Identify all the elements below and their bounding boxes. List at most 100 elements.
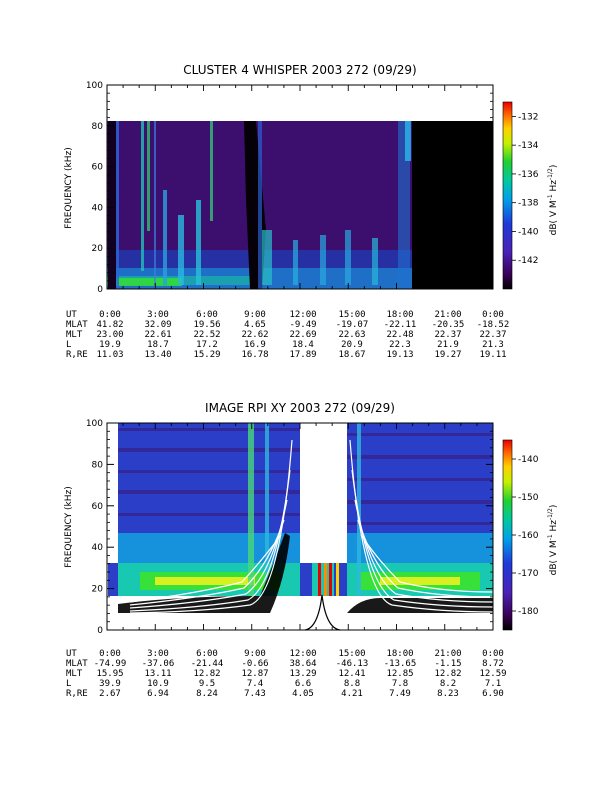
panel1-ephemeris-cell: 22.37 [434, 330, 461, 340]
panel1-ephemeris-cell: 22.3 [389, 340, 411, 350]
panel1-y-tick-label: 20 [92, 244, 104, 254]
panel2-ephemeris-cell: 12.82 [193, 669, 220, 679]
panel1-ephemeris-row-label: MLAT [66, 320, 88, 330]
panel2-ephemeris-cell: -0.66 [241, 659, 268, 669]
panel2-ephemeris-row-label: R,RE [66, 689, 88, 699]
panel2-colorbar-tick-label: -180 [518, 607, 539, 617]
panel2-ylabel: FREQUENCY (kHz) [64, 486, 74, 567]
panel1-x-ticks [106, 85, 494, 289]
panel1-ephemeris-cell: 22.62 [241, 330, 268, 340]
panel2-ephemeris-cell: 13.29 [289, 669, 316, 679]
panel2-ephemeris-cell: 4.05 [292, 689, 314, 699]
panel1-ephemeris-cell: 18.67 [338, 350, 365, 360]
panel2-colorbar-label: dB( V M-1 Hz-1/2) [547, 505, 559, 576]
panel1-ephemeris-cell: 18.7 [147, 340, 169, 350]
panel1-colorbar-tick-label: -142 [518, 256, 538, 266]
panel1-ephemeris-cell: -9.49 [289, 320, 316, 330]
panel2-ephemeris-row-label: MLT [66, 669, 83, 679]
panel1-ephemeris-cell: 15:00 [338, 310, 365, 320]
panel2-y-tick-label: 0 [97, 626, 103, 636]
panel2-y-tick-label: 40 [92, 543, 104, 553]
panel2-ephemeris-cell: -74.99 [94, 659, 127, 669]
panel2-y-tick-label: 100 [86, 419, 103, 429]
panel1-ephemeris-cell: 22.63 [338, 330, 365, 340]
panel1-colorbar-tick-label: -132 [518, 112, 538, 122]
panel2-ephemeris-cell: 7.8 [392, 679, 408, 689]
panel2-ephemeris-cell: 0:00 [99, 649, 121, 659]
panel1-ephemeris-cell: 11.03 [96, 350, 123, 360]
panel2-ephemeris-cell: 8.23 [437, 689, 459, 699]
panel2-ephemeris-cell: -37.06 [142, 659, 175, 669]
panel2-ephemeris-cell: 3:00 [147, 649, 169, 659]
panel1-ephemeris-cell: 16.9 [244, 340, 266, 350]
panel2-colorbar-ticks: -140 -150 -160 -170 -180 [512, 455, 539, 617]
panel1-ephemeris-cell: 17.89 [289, 350, 316, 360]
panel1-ephemeris-cell: 20.9 [341, 340, 363, 350]
panel2-ephemeris-cell: 15.95 [96, 669, 123, 679]
panel1-ephemeris-cell: 0:00 [482, 310, 504, 320]
panel1-ephemeris-cell: 19.27 [434, 350, 461, 360]
panel1-title: CLUSTER 4 WHISPER 2003 272 (09/29) [183, 63, 416, 77]
panel2-colorbar-tick-label: -140 [518, 455, 539, 465]
panel1-ephemeris-cell: 22.52 [193, 330, 220, 340]
panel2-ephemeris-row-label: L [66, 679, 71, 689]
panel1-ephemeris-cell: 9:00 [244, 310, 266, 320]
panel2-colorbar-tick-label: -160 [518, 531, 539, 541]
panel2-ephemeris-cell: 13.11 [144, 669, 171, 679]
panel2-y-tick-label: 60 [92, 502, 104, 512]
panel1-ephemeris-cell: -22.11 [384, 320, 417, 330]
panel1-colorbar-tick-label: -136 [518, 170, 539, 180]
panel2-ephemeris-cell: 18:00 [386, 649, 413, 659]
panel2-ephemeris-cell: -13.65 [384, 659, 417, 669]
panel2-ephemeris-cell: 6:00 [196, 649, 218, 659]
panel2-ephemeris-cell: 12.82 [434, 669, 461, 679]
panel2-ephemeris-cell: 12.59 [479, 669, 506, 679]
panel1-ephemeris-cell: 32.09 [144, 320, 171, 330]
panel2-ephemeris-cell: 8.24 [196, 689, 218, 699]
panel1-ephemeris-cell: 13.40 [144, 350, 171, 360]
panel2-ephemeris-cell: 7.1 [485, 679, 501, 689]
panel1-ephemeris-cell: -19.07 [336, 320, 369, 330]
panel1-no-data-region [412, 121, 493, 289]
panel1-colorbar [502, 101, 513, 290]
panel2-ephemeris-cell: 8.8 [344, 679, 360, 689]
panel2-ephemeris-cell: 8.2 [440, 679, 456, 689]
panel2-ephemeris-cell: -1.15 [434, 659, 461, 669]
panel2-ephemeris-cell: 7.43 [244, 689, 266, 699]
panel1-ephemeris-table: UT 0:00 3:00 6:00 9:00 12:00 15:00 18:00 21:00 0:… [66, 310, 509, 360]
panel2-ephemeris-cell: 4.21 [341, 689, 363, 699]
panel1-y-tick-label: 60 [92, 163, 104, 173]
panel1-y-tick-label: 0 [97, 285, 103, 295]
panel1-ephemeris-cell: 22.37 [479, 330, 506, 340]
panel2-ephemeris-cell: 12:00 [289, 649, 316, 659]
panel-cluster-whisper: CLUSTER 4 WHISPER 2003 272 (09/29) FREQU… [64, 63, 559, 360]
panel1-ephemeris-cell: 3:00 [147, 310, 169, 320]
panel1-ephemeris-cell: 41.82 [96, 320, 123, 330]
panel1-ephemeris-cell: -18.52 [477, 320, 510, 330]
panel1-ephemeris-cell: 21:00 [434, 310, 461, 320]
panel2-ephemeris-cell: 9:00 [244, 649, 266, 659]
panel2-ephemeris-cell: 9.5 [199, 679, 215, 689]
panel2-ephemeris-cell: 7.4 [247, 679, 263, 689]
panel1-colorbar-ticks: -132 -134 -136 -138 -140 -142 [512, 112, 539, 266]
panel1-ephemeris-cell: -20.35 [432, 320, 465, 330]
panel2-ephemeris-cell: 12.85 [386, 669, 413, 679]
panel2-ephemeris-row-label: MLAT [66, 659, 88, 669]
panel1-ephemeris-cell: 15.29 [193, 350, 220, 360]
panel1-y-axis: 0 20 40 60 80 100 [86, 81, 493, 295]
panel1-ephemeris-cell: 18.4 [292, 340, 314, 350]
panel1-ephemeris-row-label: MLT [66, 330, 83, 340]
panel1-ephemeris-cell: 22.61 [144, 330, 171, 340]
panel1-ephemeris-row-label: UT [66, 310, 77, 320]
panel1-ephemeris-row-label: R,RE [66, 350, 88, 360]
panel1-ephemeris-cell: 17.2 [196, 340, 218, 350]
panel2-colorbar-tick-label: -170 [518, 569, 539, 579]
panel2-ephemeris-cell: 21:00 [434, 649, 461, 659]
panel-image-rpi: IMAGE RPI XY 2003 272 (09/29) FREQUENCY … [64, 401, 559, 699]
panel1-ephemeris-cell: 21.3 [482, 340, 504, 350]
panel2-title: IMAGE RPI XY 2003 272 (09/29) [205, 401, 395, 415]
panel1-ephemeris-cell: 19.9 [99, 340, 121, 350]
panel1-colorbar-tick-label: -140 [518, 227, 539, 237]
panel1-y-tick-label: 100 [86, 81, 103, 91]
